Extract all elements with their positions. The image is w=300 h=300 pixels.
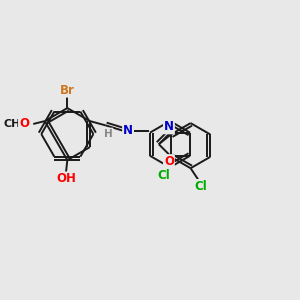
Text: Cl: Cl — [158, 169, 170, 182]
Text: O: O — [19, 118, 29, 130]
Text: Br: Br — [60, 84, 75, 97]
Text: N: N — [164, 120, 174, 134]
Text: O: O — [164, 155, 174, 168]
Text: Cl: Cl — [194, 180, 207, 193]
Text: CH₃: CH₃ — [3, 119, 26, 129]
Text: H: H — [104, 128, 112, 139]
Text: N: N — [123, 124, 133, 137]
Text: OH: OH — [56, 172, 76, 185]
